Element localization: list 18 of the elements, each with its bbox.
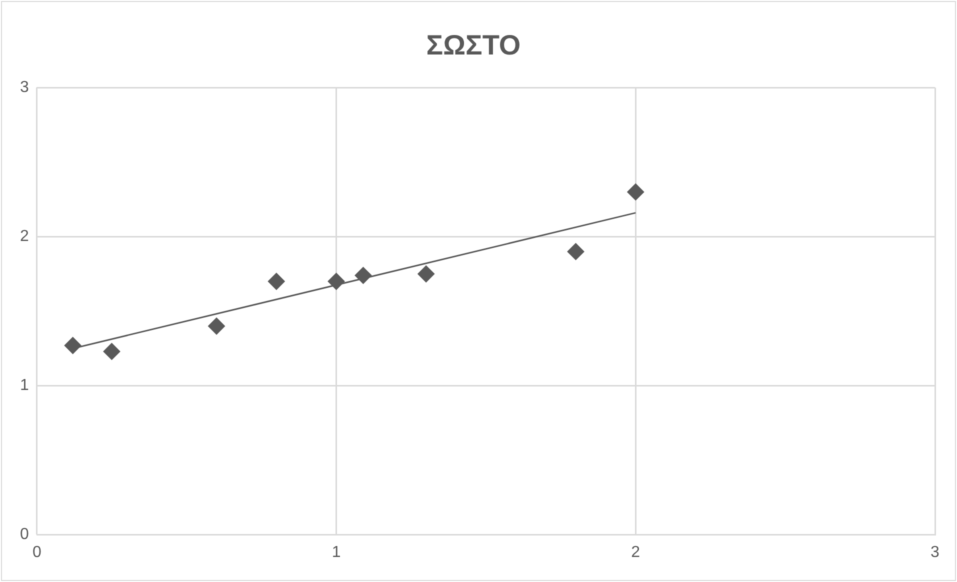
point [268, 272, 285, 290]
x-tick-label: 1 [332, 544, 341, 561]
y-tick-label: 0 [20, 526, 29, 544]
point [64, 336, 82, 354]
y-tick-label: 1 [20, 377, 29, 394]
y-tick-label: 2 [20, 228, 29, 246]
point [208, 318, 226, 335]
y-tick-label: 3 [20, 79, 29, 96]
point [627, 183, 644, 200]
x-tick-label: 2 [631, 544, 640, 561]
point [567, 243, 584, 260]
point [328, 272, 345, 290]
point [418, 265, 435, 282]
x-tick-label: 0 [32, 544, 42, 561]
x-tick-label: 3 [930, 544, 940, 561]
chart-title: ΣΩΣΤΟ [426, 30, 521, 61]
point [103, 342, 120, 360]
point [354, 266, 372, 284]
